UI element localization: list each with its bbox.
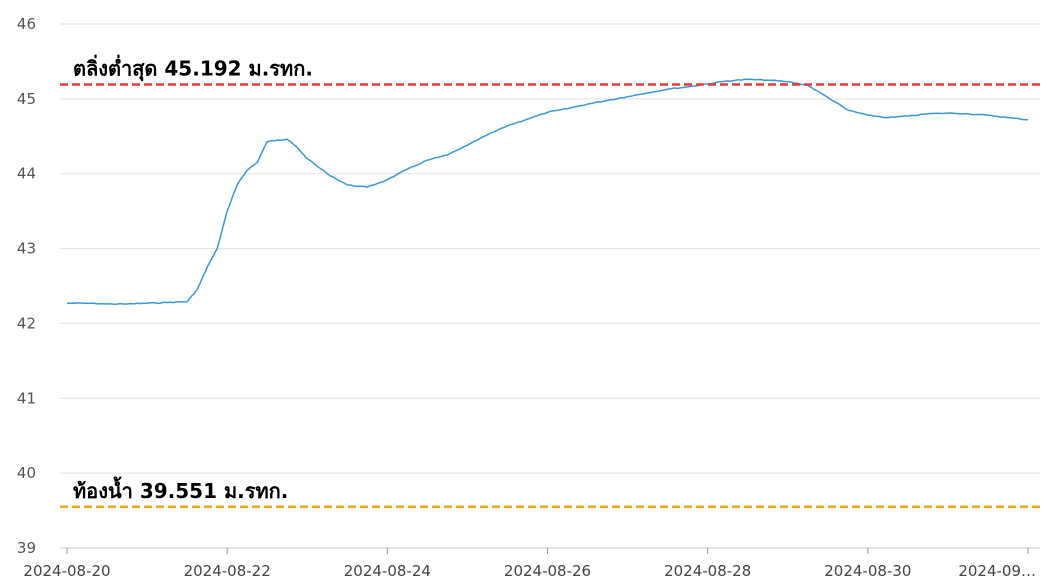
y-tick-label: 40 <box>17 464 36 482</box>
bank-label: ตลิ่งต่ำสุด 45.192 ม.รทก. <box>73 53 313 81</box>
y-tick-label: 45 <box>17 90 36 108</box>
x-tick-label: 2024-08-28 <box>664 562 751 580</box>
reference-lines: ตลิ่งต่ำสุด 45.192 ม.รทก. ท้องน้ำ 39.551 … <box>60 53 1040 509</box>
y-tick-label: 39 <box>17 539 36 557</box>
x-tick-label: 2024-08-26 <box>504 562 591 580</box>
y-tick-label: 43 <box>17 240 36 258</box>
x-tick-label: 2024-08-30 <box>824 562 911 580</box>
y-tick-label: 44 <box>17 165 36 183</box>
series-layer <box>67 78 1029 305</box>
y-tick-label: 46 <box>17 15 36 33</box>
gridlines <box>60 23 1040 549</box>
y-tick-label: 41 <box>17 389 36 407</box>
x-tick-label: 2024-08-24 <box>344 562 431 580</box>
y-tick-label: 42 <box>17 314 36 332</box>
water-level-line <box>67 78 1029 305</box>
x-tick-label: 2024-09… <box>958 562 1036 580</box>
y-axis-ticks: 39 40 41 42 43 44 45 46 <box>17 15 36 557</box>
x-tick-label: 2024-08-22 <box>184 562 271 580</box>
bed-label: ท้องน้ำ 39.551 ม.รทก. <box>73 476 288 503</box>
x-axis: 2024-08-20 2024-08-22 2024-08-24 2024-08-26… <box>23 547 1040 580</box>
x-tick-label: 2024-08-20 <box>23 562 110 580</box>
